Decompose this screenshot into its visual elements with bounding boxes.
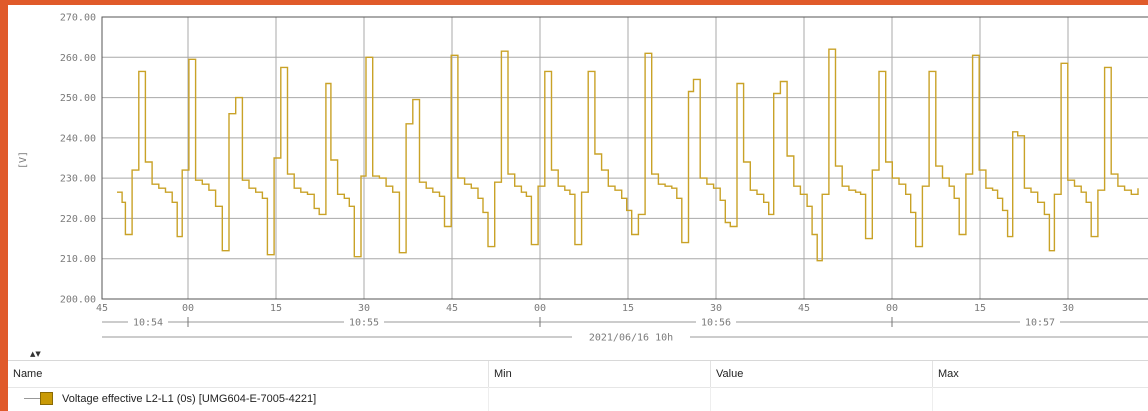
legend-header: Name Min Value Max — [8, 360, 1148, 388]
minute-label: 10:57 — [1025, 318, 1055, 329]
minute-label: 10:56 — [701, 318, 731, 329]
series-layer — [117, 48, 1139, 262]
x-tick-label: 30 — [710, 303, 722, 314]
y-tick-label: 240.00 — [60, 133, 96, 144]
legend-row[interactable]: Voltage effective L2-L1 (0s) [UMG604-E-7… — [8, 387, 1148, 411]
x-tick-label: 15 — [622, 303, 634, 314]
x-tick-label: 45 — [446, 303, 458, 314]
minute-label-bg — [1020, 316, 1060, 327]
minute-label-bg — [696, 316, 736, 327]
series-color-swatch — [40, 392, 53, 405]
panel-splitter-grip[interactable]: ▲▼ — [30, 350, 41, 358]
legend-name-cell: Voltage effective L2-L1 (0s) [UMG604-E-7… — [8, 387, 488, 411]
x-tick-label: 00 — [182, 303, 194, 314]
x-tick-label: 00 — [534, 303, 546, 314]
y-tick-label: 250.00 — [60, 93, 96, 104]
y-tick-label: 230.00 — [60, 174, 96, 185]
tree-connector-line — [24, 398, 40, 399]
x-tick-label: 45 — [798, 303, 810, 314]
hour-label-bg — [572, 331, 690, 342]
voltage-chart[interactable]: 200.00 210.00 220.00 230.00 240.00 250.00 260.… — [0, 0, 1148, 360]
legend-max-cell — [932, 387, 1148, 411]
series-label: Voltage effective L2-L1 (0s) [UMG604-E-7… — [62, 393, 317, 405]
column-header-max[interactable]: Max — [932, 361, 1148, 387]
minute-label-bg — [128, 316, 168, 327]
column-header-min[interactable]: Min — [488, 361, 710, 387]
minute-label: 10:54 — [133, 318, 163, 329]
x-tick-label: 15 — [270, 303, 282, 314]
plot-border — [101, 16, 1148, 300]
voltage-series-line — [117, 48, 1139, 262]
time-axis: 10:54 10:55 10:56 10:57 2021/06/16 10h — [102, 316, 1148, 344]
y-tick-label: 200.00 — [60, 295, 96, 306]
legend-min-cell — [488, 387, 710, 411]
x-tick-label: 00 — [886, 303, 898, 314]
legend-table: Name Min Value Max Voltage effective L2-… — [8, 360, 1148, 411]
column-header-value[interactable]: Value — [710, 361, 932, 387]
column-header-name[interactable]: Name — [13, 368, 43, 380]
grid-layer — [101, 16, 1148, 300]
legend-value-cell — [710, 387, 932, 411]
minute-label: 10:55 — [349, 318, 379, 329]
x-tick-label: 45 — [96, 303, 108, 314]
y-tick-label: 210.00 — [60, 254, 96, 265]
x-tick-label: 30 — [358, 303, 370, 314]
y-tick-label: 270.00 — [60, 13, 96, 24]
minute-label-bg — [344, 316, 384, 327]
hour-label: 2021/06/16 10h — [589, 333, 673, 344]
x-axis: 45 00 15 30 45 00 15 30 45 00 15 30 — [96, 303, 1074, 314]
y-axis: 200.00 210.00 220.00 230.00 240.00 250.00 260.… — [60, 13, 96, 306]
y-tick-label: 220.00 — [60, 214, 96, 225]
y-tick-label: 260.00 — [60, 53, 96, 64]
y-axis-label: [V] — [18, 151, 29, 169]
x-tick-label: 30 — [1062, 303, 1074, 314]
x-tick-label: 15 — [974, 303, 986, 314]
